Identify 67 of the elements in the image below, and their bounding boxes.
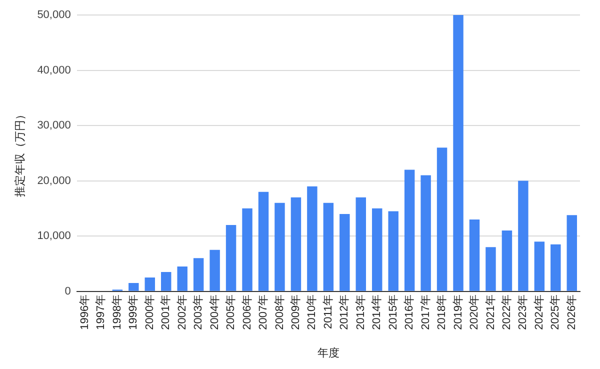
- x-tick-label: 2014年: [371, 294, 384, 330]
- x-tick-label: 2015年: [387, 294, 400, 330]
- bar: [420, 175, 431, 291]
- y-tick-label: 50,000: [37, 9, 71, 22]
- x-tick-label: 1996年: [78, 294, 91, 330]
- x-tick-label: 1998年: [111, 294, 124, 330]
- bar: [486, 247, 496, 291]
- x-tick-label: 2011年: [322, 294, 334, 329]
- y-tick-label: 0: [64, 285, 71, 298]
- x-tick-label: 2023年: [517, 294, 530, 330]
- x-tick-label: 2025年: [550, 294, 562, 330]
- y-tick-label: 20,000: [37, 174, 71, 187]
- x-tick-label: 2004年: [208, 294, 221, 330]
- y-axis-title: 推定年収（万円）: [14, 109, 27, 198]
- x-tick-label: 2017年: [420, 294, 432, 330]
- bar: [161, 272, 172, 291]
- bar: [340, 214, 350, 291]
- x-tick-label: 2005年: [225, 294, 238, 330]
- y-tick-label: 30,000: [37, 120, 71, 132]
- bar: [128, 283, 139, 291]
- bar: [534, 242, 545, 291]
- x-tick-label: 2019年: [452, 294, 464, 330]
- bar: [372, 208, 382, 291]
- bar: [550, 244, 561, 291]
- y-tick-label: 10,000: [37, 230, 71, 242]
- x-tick-label: 1999年: [128, 294, 140, 330]
- x-tick-label: 2002年: [176, 294, 188, 330]
- bar: [242, 208, 252, 291]
- x-tick-label: 2020年: [468, 294, 481, 330]
- x-tick-label: 2006年: [241, 294, 254, 330]
- x-tick-label: 2007年: [258, 294, 270, 330]
- x-tick-label: 2008年: [274, 294, 286, 330]
- x-tick-label: 2026年: [566, 294, 578, 330]
- bar: [177, 266, 188, 291]
- bar: [193, 258, 204, 291]
- bar: [210, 250, 220, 291]
- bar: [290, 197, 302, 291]
- bar: [144, 278, 155, 291]
- x-tick-label: 2003年: [192, 294, 205, 330]
- bar: [436, 148, 448, 291]
- bar: [453, 15, 464, 291]
- x-tick-label: 2001年: [160, 294, 172, 330]
- x-tick-label: 2013年: [354, 294, 367, 330]
- bar: [356, 197, 366, 291]
- bar: [307, 186, 318, 291]
- x-tick-label: 2016年: [404, 294, 416, 330]
- x-tick-label: 2012年: [338, 294, 351, 330]
- x-tick-label: 1997年: [95, 294, 108, 330]
- bar: [566, 215, 577, 291]
- x-tick-label: 2018年: [436, 294, 448, 330]
- bar: [226, 225, 236, 291]
- bar: [469, 219, 480, 291]
- x-tick-label: 2000年: [144, 294, 156, 330]
- bar: [323, 202, 334, 291]
- x-axis-title: 年度: [317, 346, 340, 360]
- x-tick-label: 2022年: [500, 294, 513, 330]
- bar: [388, 211, 398, 291]
- x-tick-label: 2021年: [484, 294, 497, 330]
- x-tick-label: 2024年: [533, 294, 546, 330]
- bar: [258, 192, 269, 291]
- x-tick-label: 2009年: [290, 294, 302, 330]
- x-tick-label: 2010年: [306, 294, 318, 330]
- bar: [502, 230, 512, 291]
- bar: [274, 202, 285, 291]
- y-tick-label: 40,000: [37, 64, 71, 76]
- bar: [518, 180, 528, 291]
- bar: [404, 170, 415, 291]
